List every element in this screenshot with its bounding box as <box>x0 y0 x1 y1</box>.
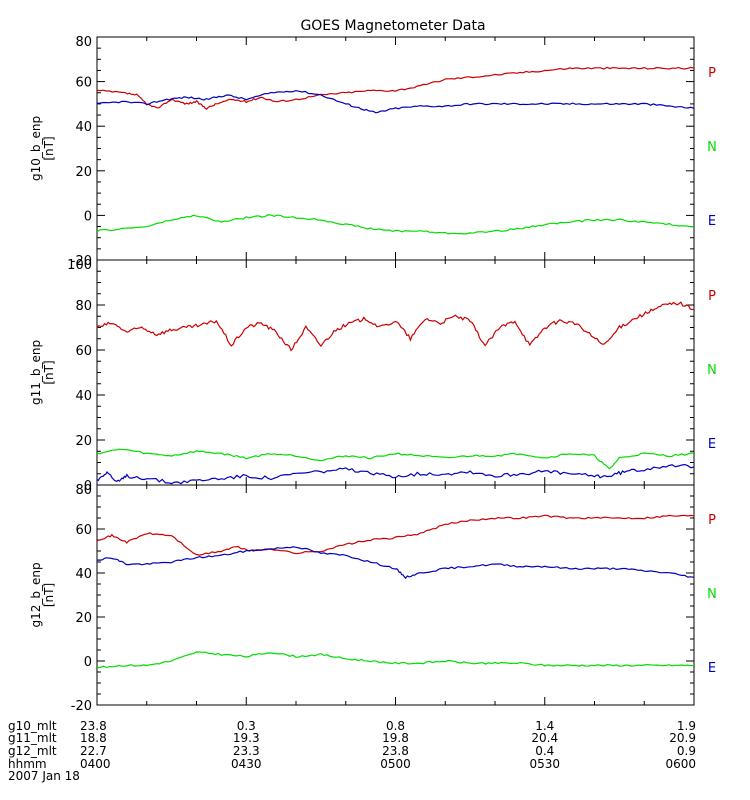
footer-value: 0.3 <box>237 719 256 733</box>
y-tick-label: 80 <box>75 299 92 314</box>
panel-1: -20 0 20 40 60 80 g10_b_enp [nT] P N E <box>29 35 717 269</box>
series-line-e <box>96 546 695 580</box>
y-tick-label: 0 <box>84 479 92 494</box>
y-axis-units: [nT] <box>42 360 56 384</box>
panel-frame <box>96 484 695 706</box>
y-axis-label: g10_b_enp <box>29 116 43 181</box>
y-tick-label: 60 <box>75 76 92 91</box>
legend-n: N <box>707 140 717 155</box>
footer-row-label: g11_mlt <box>8 731 57 745</box>
chart-title: GOES Magnetometer Data <box>300 18 485 34</box>
footer-value: 23.8 <box>382 744 409 758</box>
y-tick-label: 40 <box>75 120 92 135</box>
footer-value: 19.3 <box>233 731 260 745</box>
footer-value: 0.8 <box>386 719 405 733</box>
y-tick-label: 0 <box>84 655 92 670</box>
series-line-n <box>96 651 695 669</box>
legend-p: P <box>708 289 716 304</box>
legend-e: E <box>708 214 716 229</box>
footer-value: 1.4 <box>535 719 554 733</box>
footer-row-label: g10_mlt <box>8 719 57 733</box>
y-axis-units: [nT] <box>42 583 56 607</box>
y-axis-units: [nT] <box>42 136 56 160</box>
footer-table: g10_mlt 23.8 0.3 0.8 1.4 1.9 g11_mlt 18.8 19.3 19… <box>8 719 696 783</box>
footer-value: 0430 <box>231 757 262 771</box>
legend-n: N <box>707 587 717 602</box>
y-tick-label: -20 <box>71 699 92 714</box>
y-tick-label: 0 <box>84 209 92 224</box>
footer-value: 23.3 <box>233 744 260 758</box>
footer-value: 0400 <box>80 757 111 771</box>
y-tick-label: -20 <box>71 254 92 269</box>
legend-n: N <box>707 363 717 378</box>
panel-2: 0 20 40 60 80 100 g11_b_enp [nT] P N E <box>29 258 717 494</box>
footer-value: 20.9 <box>669 731 696 745</box>
footer-value: 0.9 <box>677 744 696 758</box>
panel-frame <box>96 36 695 261</box>
y-tick-label: 60 <box>75 344 92 359</box>
y-tick-label: 40 <box>75 567 92 582</box>
y-tick-label: 60 <box>75 523 92 538</box>
panel-frame <box>96 259 695 486</box>
series-line-p <box>96 514 695 556</box>
footer-value: 0530 <box>529 757 560 771</box>
footer-value: 22.7 <box>80 744 107 758</box>
footer-value: 1.9 <box>677 719 696 733</box>
footer-row-label: hhmm <box>8 757 47 771</box>
series-line-p <box>96 66 695 110</box>
y-tick-label: 80 <box>75 35 92 50</box>
y-tick-label: 20 <box>75 434 92 449</box>
footer-row-label: g12_mlt <box>8 744 57 758</box>
y-tick-label: 20 <box>75 611 92 626</box>
footer-value: 20.4 <box>531 731 558 745</box>
footer-value: 18.8 <box>80 731 107 745</box>
series-line-p <box>96 301 695 352</box>
footer-value: 0600 <box>665 757 696 771</box>
series-line-e <box>96 463 695 485</box>
footer-date: 2007 Jan 18 <box>8 769 80 783</box>
legend-p: P <box>708 66 716 81</box>
legend-p: P <box>708 513 716 528</box>
footer-value: 23.8 <box>80 719 107 733</box>
legend-e: E <box>708 661 716 676</box>
legend-e: E <box>708 437 716 452</box>
y-tick-label: 100 <box>67 258 92 273</box>
y-tick-label: 40 <box>75 389 92 404</box>
series-line-e <box>96 89 695 114</box>
footer-value: 0500 <box>380 757 411 771</box>
y-tick-label: 80 <box>75 483 92 498</box>
footer-value: 19.8 <box>382 731 409 745</box>
panel-3: -20 0 20 40 60 80 g12_b_enp [nT] P N E <box>29 483 717 714</box>
series-line-n <box>96 448 695 470</box>
y-axis-label: g12_b_enp <box>29 562 43 627</box>
y-tick-label: 20 <box>75 165 92 180</box>
series-line-n <box>96 214 695 235</box>
y-axis-label: g11_b_enp <box>29 340 43 405</box>
footer-value: 0.4 <box>535 744 554 758</box>
